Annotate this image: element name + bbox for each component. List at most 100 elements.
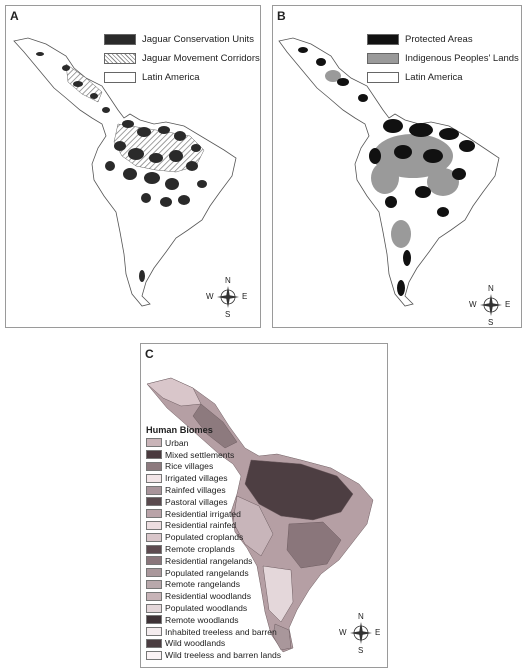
legend-c-item: Populated woodlands <box>146 602 281 614</box>
legend-c-swatch <box>146 497 162 507</box>
panel-b-label: B <box>277 9 286 23</box>
compass-s: S <box>358 646 364 655</box>
human-biomes-map <box>146 377 374 653</box>
compass-e: E <box>375 628 381 637</box>
legend-c-label: Residential rangelands <box>165 555 253 566</box>
map-a <box>13 37 237 307</box>
compass-a: N S E W <box>206 274 250 320</box>
compass-rose-icon <box>217 286 239 308</box>
legend-c-swatch <box>146 485 162 495</box>
legend-a: Jaguar Conservation Units Jaguar Movemen… <box>104 30 260 87</box>
legend-c-item: Mixed settlements <box>146 449 281 461</box>
legend-c-swatch <box>146 509 162 519</box>
legend-c-swatch <box>146 438 162 448</box>
legend-c-swatch <box>146 473 162 483</box>
swatch-latin-america <box>367 72 399 83</box>
legend-c-item: Populated croplands <box>146 531 281 543</box>
legend-c-label: Populated croplands <box>165 532 244 543</box>
legend-c-label: Populated woodlands <box>165 603 248 614</box>
compass-rose-icon <box>480 294 502 316</box>
legend-c: Human Biomes Urban Mixed settlements Rice … <box>146 424 281 661</box>
legend-b-item: Protected Areas <box>367 30 519 49</box>
legend-b-label: Indigenous Peoples' Lands <box>405 53 519 64</box>
compass-w: W <box>206 292 214 301</box>
legend-c-label: Remote croplands <box>165 544 235 555</box>
panel-b: B Protected Areas Indigenous Peoples' La… <box>272 5 522 328</box>
legend-c-item: Residential rainfed <box>146 520 281 532</box>
legend-c-swatch <box>146 568 162 578</box>
legend-c-title: Human Biomes <box>146 425 213 435</box>
legend-c-swatch <box>146 532 162 542</box>
legend-c-label: Wild treeless and barren lands <box>165 650 282 661</box>
legend-c-swatch <box>146 579 162 589</box>
panel-a-label: A <box>10 9 19 23</box>
legend-c-swatch <box>146 450 162 460</box>
compass-b: N S E W <box>469 282 513 328</box>
jaguar-conservation-units <box>36 52 207 282</box>
legend-c-label: Residential rainfed <box>165 520 237 531</box>
legend-c-rows: Urban Mixed settlements Rice villages Irrig… <box>146 437 281 661</box>
swatch-conservation-units <box>104 34 136 45</box>
legend-b-item: Indigenous Peoples' Lands <box>367 49 519 68</box>
legend-c-swatch <box>146 603 162 613</box>
legend-b: Protected Areas Indigenous Peoples' Land… <box>367 30 519 87</box>
legend-c-item: Inhabited treeless and barren <box>146 626 281 638</box>
swatch-latin-america <box>104 72 136 83</box>
swatch-protected-areas <box>367 34 399 45</box>
compass-n: N <box>225 276 231 285</box>
compass-e: E <box>505 300 511 309</box>
legend-c-item: Residential woodlands <box>146 590 281 602</box>
legend-c-swatch <box>146 650 162 660</box>
legend-c-item: Residential rangelands <box>146 555 281 567</box>
legend-b-item: Latin America <box>367 68 519 87</box>
legend-c-item: Pastoral villages <box>146 496 281 508</box>
map-c <box>146 377 374 653</box>
legend-c-label: Residential irrigated <box>165 508 241 519</box>
legend-c-swatch <box>146 556 162 566</box>
legend-c-swatch <box>146 461 162 471</box>
legend-c-item: Wild treeless and barren lands <box>146 649 281 661</box>
legend-c-label: Wild woodlands <box>165 638 226 649</box>
panel-c-label: C <box>145 347 154 361</box>
legend-a-item: Latin America <box>104 68 260 87</box>
legend-a-label: Jaguar Conservation Units <box>142 34 254 45</box>
legend-c-item: Remote croplands <box>146 543 281 555</box>
legend-a-item: Jaguar Conservation Units <box>104 30 260 49</box>
legend-c-item: Irrigated villages <box>146 472 281 484</box>
panel-a: A Jaguar Conservation Units Jaguar Movem… <box>5 5 261 328</box>
legend-c-label: Populated rangelands <box>165 567 249 578</box>
legend-b-label: Protected Areas <box>405 34 473 45</box>
legend-c-label: Residential woodlands <box>165 591 251 602</box>
legend-c-item: Rice villages <box>146 461 281 473</box>
legend-c-swatch <box>146 520 162 530</box>
compass-e: E <box>242 292 248 301</box>
legend-c-item: Residential irrigated <box>146 508 281 520</box>
legend-c-item: Populated rangelands <box>146 567 281 579</box>
compass-w: W <box>469 300 477 309</box>
legend-c-item: Urban <box>146 437 281 449</box>
legend-c-item: Remote woodlands <box>146 614 281 626</box>
legend-c-label: Urban <box>165 437 189 448</box>
compass-w: W <box>339 628 347 637</box>
compass-s: S <box>225 310 231 319</box>
swatch-movement-corridors <box>104 53 136 64</box>
legend-c-label: Remote rangelands <box>165 579 241 590</box>
legend-c-swatch <box>146 544 162 554</box>
legend-a-label: Jaguar Movement Corridors <box>142 53 260 64</box>
compass-n: N <box>488 284 494 293</box>
legend-c-label: Mixed settlements <box>165 449 235 460</box>
compass-n: N <box>358 612 364 621</box>
legend-c-label: Remote woodlands <box>165 614 239 625</box>
legend-c-swatch <box>146 638 162 648</box>
legend-b-label: Latin America <box>405 72 463 83</box>
legend-c-swatch <box>146 591 162 601</box>
legend-c-label: Inhabited treeless and barren <box>165 626 277 637</box>
compass-rose-icon <box>350 622 372 644</box>
compass-c: N S E W <box>339 610 383 656</box>
panel-c: C Human Biomes Urban Mixed settlements Ric… <box>140 343 388 668</box>
legend-c-swatch <box>146 615 162 625</box>
swatch-indigenous-lands <box>367 53 399 64</box>
map-b <box>278 37 500 307</box>
legend-c-label: Rice villages <box>165 461 214 472</box>
protected-areas <box>298 47 475 296</box>
